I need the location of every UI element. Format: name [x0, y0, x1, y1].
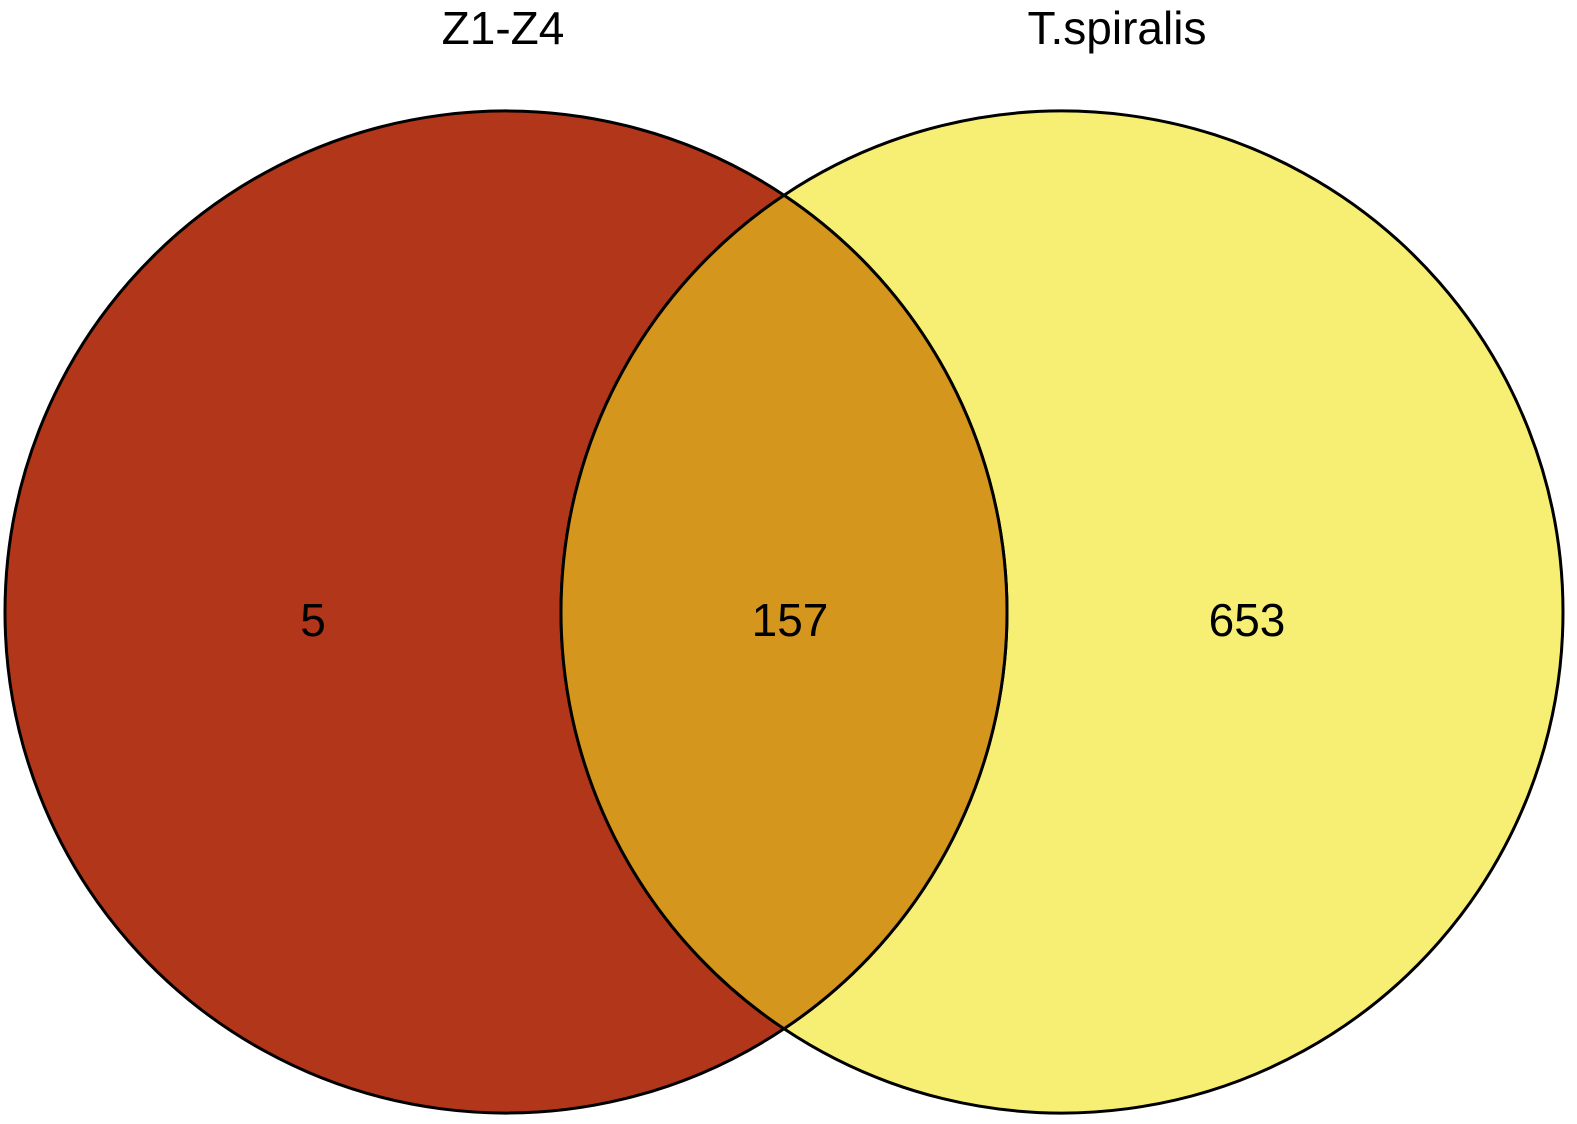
set-label: Z1-Z4	[442, 2, 565, 54]
value-label: 5	[300, 594, 326, 646]
venn-region	[559, 193, 1009, 1031]
value-label: 157	[752, 594, 829, 646]
value-label: 653	[1209, 594, 1286, 646]
set-label: T.spiralis	[1028, 2, 1207, 54]
